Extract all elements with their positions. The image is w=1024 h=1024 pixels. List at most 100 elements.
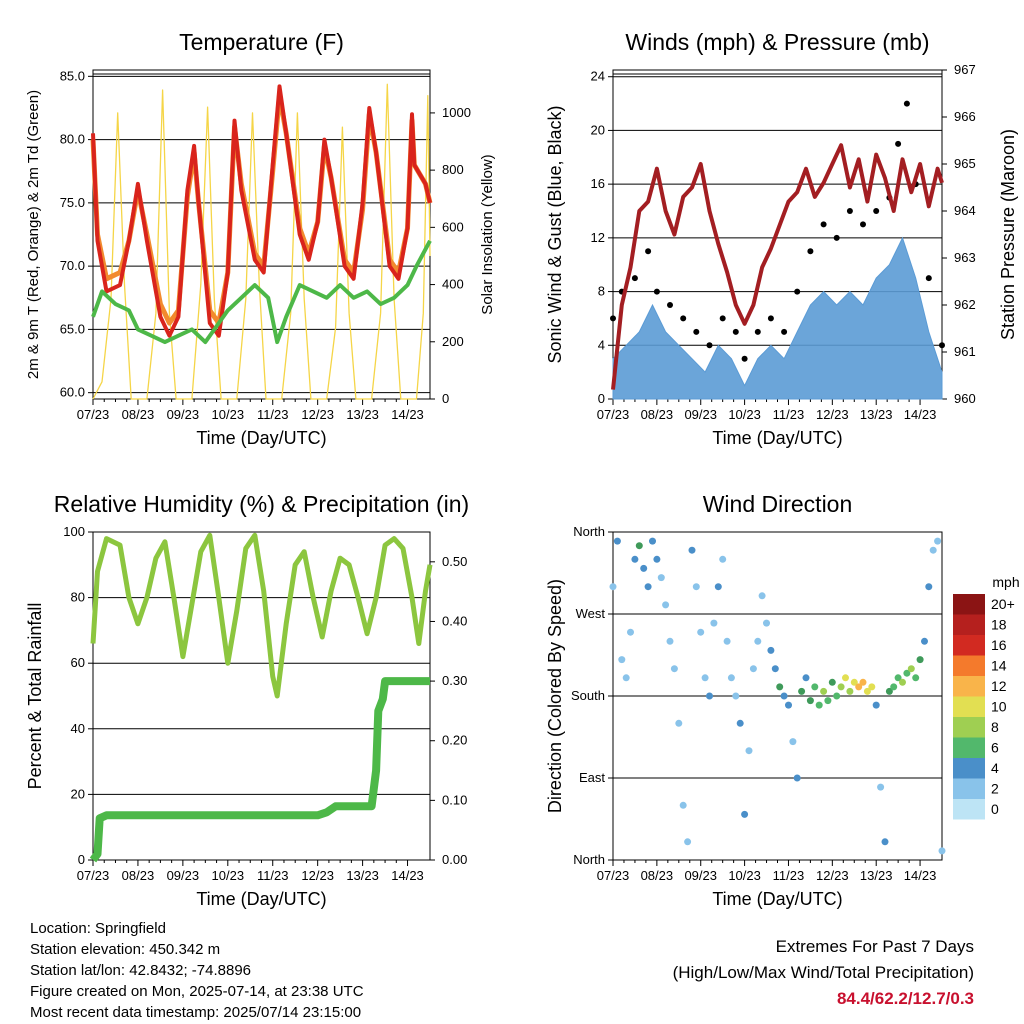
legend-label: 12 <box>991 678 1007 694</box>
legend-swatch <box>953 594 985 615</box>
y-tick-label: 85.0 <box>60 68 85 83</box>
y2-tick-label: 967 <box>954 62 976 77</box>
y2-tick-label: 0 <box>442 391 449 406</box>
gust-point <box>693 328 700 335</box>
gust-point <box>631 275 638 282</box>
y-tick-label: 20 <box>71 786 85 801</box>
y-tick-label: 8 <box>598 284 605 299</box>
direction-point <box>727 674 735 682</box>
x-tick-label: 09/23 <box>167 407 200 422</box>
gust-point <box>903 100 910 107</box>
y2-tick-label: 965 <box>954 156 976 171</box>
direction-point <box>767 646 775 654</box>
x-tick-label: 07/23 <box>597 407 630 422</box>
x-tick-label: 07/23 <box>77 407 110 422</box>
direction-point <box>811 683 819 691</box>
legend-label: 0 <box>991 801 999 817</box>
y2-tick-label: 962 <box>954 297 976 312</box>
x-axis-label: Time (Day/UTC) <box>712 428 842 448</box>
gust-point <box>754 328 761 335</box>
legend-swatch <box>953 614 985 635</box>
series-pressure-line <box>611 143 944 390</box>
series-dewpoint-line <box>91 239 432 345</box>
x-tick-label: 13/23 <box>346 868 379 883</box>
direction-point <box>609 583 617 591</box>
plot-frame <box>92 69 431 400</box>
y2-tick-label: 800 <box>442 162 464 177</box>
gust-point <box>873 208 880 214</box>
y2-axis-label: Solar Insolation (Yellow) <box>479 154 496 314</box>
x-tick-label: 13/23 <box>860 407 893 422</box>
direction-point <box>780 692 788 700</box>
series-wind-area <box>612 236 943 400</box>
y-tick-label: 60.0 <box>60 385 85 400</box>
plot-frame <box>92 531 431 861</box>
gust-point <box>846 208 853 214</box>
chart-title: Wind Direction <box>703 491 853 517</box>
y2-tick-label: 0.00 <box>442 852 467 867</box>
y-axis-label: Percent & Total Rainfall <box>25 603 45 790</box>
x-tick-label: 12/23 <box>816 407 849 422</box>
x-tick-label: 10/23 <box>212 868 245 883</box>
y-tick-label: East <box>579 770 605 785</box>
x-tick-label: 08/23 <box>122 868 155 883</box>
direction-point <box>938 847 946 855</box>
direction-point <box>934 537 942 545</box>
direction-point <box>863 687 871 695</box>
y-tick-label: West <box>576 606 606 621</box>
legend-label: 4 <box>991 760 999 776</box>
y-tick-label: North <box>573 852 605 867</box>
panel-temperature: 60.0 65.0 70.0 75.0 80.0 85.0 07/23 08/23 09/23 1… <box>25 29 496 448</box>
direction-point <box>719 555 727 563</box>
direction-point <box>741 810 749 818</box>
direction-point <box>666 637 674 645</box>
direction-point <box>916 656 924 664</box>
direction-point <box>815 701 823 709</box>
panel-winds: 0 4 8 12 16 20 24 07/23 08/23 09/23 10/23 11/23 12/2… <box>545 29 1018 448</box>
direction-point <box>899 678 906 686</box>
extremes-values: 84.4/62.2/12.7/0.3 <box>836 989 974 1008</box>
extremes-box: Extremes For Past 7 Days (High/Low/Max W… <box>673 934 974 1012</box>
series-temp2m-line <box>91 84 432 338</box>
y2-tick-label: 0.10 <box>442 792 467 807</box>
legend-label: 6 <box>991 740 999 756</box>
direction-point <box>828 678 836 686</box>
y2-tick-label: 963 <box>954 250 976 265</box>
direction-point <box>754 637 762 645</box>
direction-point <box>850 678 858 686</box>
x-tick-label: 08/23 <box>122 407 155 422</box>
x-tick-label: 13/23 <box>860 868 893 883</box>
direction-point <box>662 601 670 609</box>
direction-point <box>912 674 920 682</box>
x-tick-label: 10/23 <box>728 868 761 883</box>
direction-point <box>732 692 740 700</box>
direction-point <box>929 546 937 554</box>
x-tick-label: 11/23 <box>773 407 805 422</box>
x-tick-label: 12/23 <box>301 407 334 422</box>
x-tick-label: 11/23 <box>257 407 289 422</box>
y2-tick-label: 0.30 <box>442 673 467 688</box>
x-tick-label: 11/23 <box>773 868 805 883</box>
legend-swatch <box>953 758 985 779</box>
legend-swatch <box>953 737 985 758</box>
direction-point <box>868 683 876 691</box>
y2-tick-label: 0.40 <box>442 613 467 628</box>
gust-point <box>895 140 902 147</box>
direction-point <box>776 683 784 691</box>
y2-tick-label: 961 <box>954 344 976 359</box>
direction-point <box>859 678 867 686</box>
x-tick-label: 08/23 <box>641 407 674 422</box>
direction-point <box>657 574 665 582</box>
y2-tick-label: 200 <box>442 334 464 349</box>
legend-label: 16 <box>991 637 1007 653</box>
y2-axis-label: Station Pressure (Maroon) <box>998 129 1018 340</box>
y-tick-label: 20 <box>591 122 605 137</box>
gust-point <box>807 248 814 255</box>
direction-point <box>885 687 893 695</box>
chart-title: Relative Humidity (%) & Precipitation (i… <box>54 491 469 517</box>
direction-point <box>833 692 841 700</box>
legend-label: 2 <box>991 781 999 797</box>
x-tick-label: 14/23 <box>391 868 424 883</box>
direction-point <box>881 838 889 846</box>
direction-point <box>907 665 915 673</box>
